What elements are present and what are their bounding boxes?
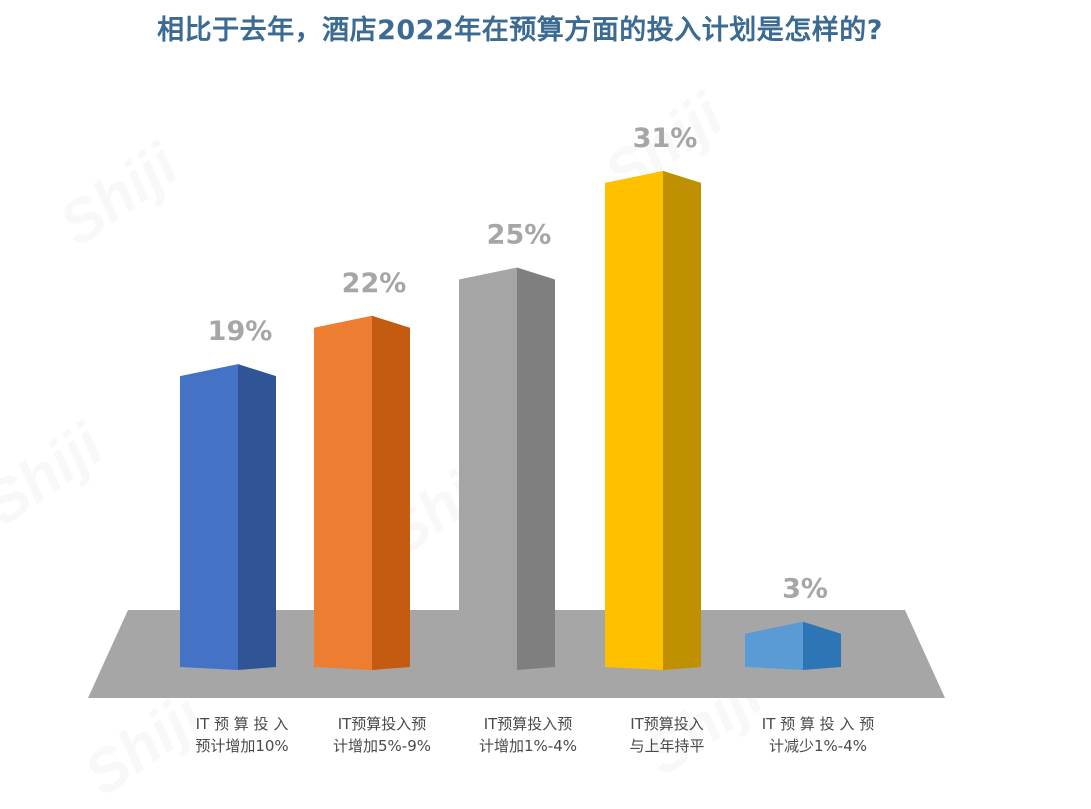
bar-4 <box>605 170 701 670</box>
bar-front-face <box>180 364 238 670</box>
bar-side-face <box>803 621 841 670</box>
bar-side-face <box>663 170 701 670</box>
bar-front-face <box>314 315 372 670</box>
category-label-line: 预计增加10% <box>195 737 289 755</box>
category-label-line: 与上年持平 <box>629 737 705 755</box>
bar-front-face <box>459 267 517 670</box>
category-label-3: IT预算投入预 计增加1%-4% <box>453 713 603 757</box>
bar-5 <box>745 621 841 670</box>
category-label-line: IT预算投入预 <box>483 715 573 733</box>
chart-title: 相比于去年，酒店2022年在预算方面的投入计划是怎样的? <box>157 15 883 46</box>
bar-2 <box>314 315 410 670</box>
data-label-3: 25% <box>487 220 552 251</box>
category-label-line: IT预算投入 <box>630 715 704 733</box>
category-label-line: 计增加5%-9% <box>332 737 431 755</box>
bar-chart: 19% 22% 25% 31% 3% <box>88 123 945 698</box>
category-label-1: IT 预 算 投 入预计增加10% <box>167 713 317 757</box>
bar-side-face <box>517 267 555 670</box>
category-label-line: 计增加1%-4% <box>478 737 577 755</box>
category-label-line: IT预算投入预 <box>337 715 427 733</box>
data-label-4: 31% <box>633 123 698 154</box>
bar-side-face <box>372 315 410 670</box>
category-label-line: IT 预 算 投 入 <box>195 715 289 733</box>
data-label-5: 3% <box>782 574 828 605</box>
bar-1 <box>180 364 276 670</box>
bar-3 <box>459 267 555 670</box>
bar-side-face <box>238 364 276 670</box>
bar-front-face <box>745 621 803 670</box>
bar-front-face <box>605 170 663 670</box>
category-label-line: 计减少1%-4% <box>768 737 867 755</box>
data-label-1: 19% <box>208 316 273 347</box>
category-label-5: IT 预 算 投 入 预计减少1%-4% <box>743 713 893 757</box>
data-label-2: 22% <box>342 268 407 299</box>
category-label-4: IT预算投入 与上年持平 <box>592 713 742 757</box>
category-label-2: IT预算投入预 计增加5%-9% <box>307 713 457 757</box>
category-label-line: IT 预 算 投 入 预 <box>761 715 875 733</box>
